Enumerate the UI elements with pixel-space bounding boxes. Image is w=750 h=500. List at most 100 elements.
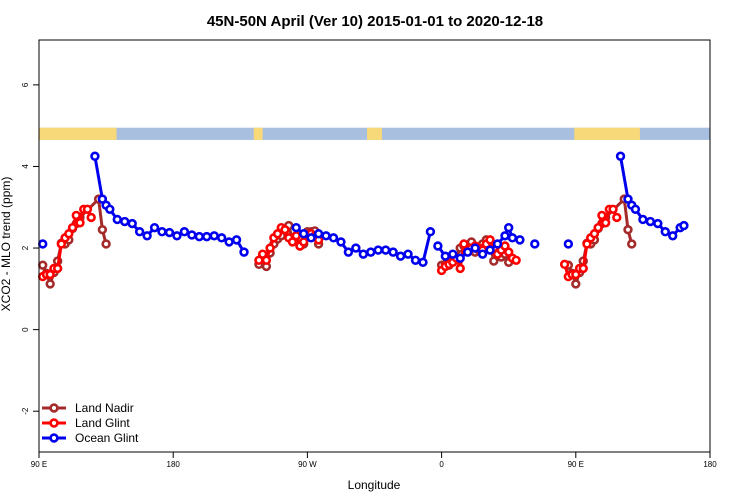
ocean-glint-point (418, 257, 428, 268)
land-glint-point (455, 263, 465, 274)
land-nadir-point (97, 224, 108, 235)
ocean-glint-point (306, 233, 316, 243)
land-glint-point (485, 235, 495, 245)
land-glint-point (291, 231, 301, 241)
legend-ocean-glint-label: Ocean Glint (75, 431, 139, 445)
land-glint-point (597, 210, 607, 221)
land-nadir-point (45, 279, 55, 289)
x-tick-label: 0 (439, 460, 444, 469)
ocean-glint-point (645, 216, 656, 227)
ocean-glint-point (388, 247, 398, 257)
ocean-glint-point (179, 227, 190, 237)
ocean-glint-point (358, 249, 369, 259)
x-tick-label: 180 (167, 460, 181, 469)
ocean-glint-point (112, 214, 122, 225)
ocean-glint-point (507, 233, 518, 243)
x-tick-label: 180 (703, 460, 717, 469)
land-nadir-point (101, 239, 111, 249)
ocean-glint-point (231, 235, 242, 245)
ocean-glint-point (142, 231, 152, 241)
land-glint-point (600, 218, 611, 228)
ocean-glint-point (515, 235, 525, 245)
legend-land-glint-label: Land Glint (75, 416, 130, 430)
land-glint-point (71, 210, 81, 221)
ocean-glint-point (477, 249, 488, 259)
land-glint-point (82, 204, 93, 214)
ocean-glint-point (440, 251, 451, 261)
ocean-glint-point (563, 239, 574, 249)
y-tick-label: 4 (21, 164, 30, 169)
land-glint-point (511, 255, 521, 265)
ocean-glint-point (679, 220, 689, 231)
y-tick-label: 0 (21, 327, 30, 332)
ocean-glint-point (343, 247, 354, 257)
ocean-glint-point (410, 255, 421, 265)
ocean-glint-point (105, 204, 115, 214)
land-band-segment (39, 127, 117, 140)
land-glint-point (608, 204, 618, 214)
ocean-glint-point (351, 243, 361, 253)
ocean-glint-point (127, 218, 137, 229)
ocean-glint-point (313, 229, 324, 239)
land-glint-point (52, 263, 63, 274)
land-glint-point (75, 218, 85, 228)
ocean-glint-point (366, 247, 376, 257)
ocean-glint-point (239, 247, 249, 257)
land-nadir-point (623, 224, 633, 235)
land-glint-point (578, 263, 588, 274)
ocean-glint-point (134, 227, 145, 237)
ocean-glint-point (630, 204, 641, 214)
land-band-segment (574, 127, 640, 140)
ocean-glint-point (291, 222, 301, 233)
ocean-glint-point (425, 227, 436, 237)
ocean-glint-point (187, 230, 197, 240)
series-layer (38, 151, 689, 289)
x-axis-label: Longitude (348, 478, 401, 492)
ocean-glint-point (615, 151, 626, 161)
ocean-glint-point (500, 231, 510, 241)
ocean-glint-point (321, 231, 331, 241)
ocean-glint-point (455, 253, 465, 263)
land-nadir-point (38, 260, 48, 270)
x-tick-label: 90 E (31, 460, 47, 469)
legend-land-nadir-label: Land Nadir (75, 401, 134, 415)
ocean-glint-point (164, 227, 175, 238)
legend-land-nadir-marker (49, 403, 59, 413)
y-tick-label: 2 (21, 245, 30, 250)
ocean-glint-point (224, 237, 234, 247)
land-glint-point (67, 222, 78, 233)
land-nadir-point (571, 279, 581, 289)
y-tick-label: 6 (21, 82, 30, 87)
ocean-glint-point (380, 245, 391, 255)
ocean-glint-point (668, 231, 678, 241)
ocean-glint-point (492, 239, 503, 249)
axes: 90 E 180 90 W 0 90 E 180 -2 0 2 4 6 (21, 82, 717, 469)
land-glint-point (265, 243, 275, 253)
legend-land-glint-marker (49, 418, 59, 428)
ocean-glint-point (433, 241, 443, 251)
land-nadir-point (627, 239, 637, 249)
land-glint-point (86, 212, 96, 223)
ocean-glint-point (149, 222, 160, 233)
ocean-glint-point (504, 222, 514, 233)
x-tick-label: 90 E (568, 460, 584, 469)
ocean-glint-point (448, 249, 458, 259)
chart-title: 45N-50N April (Ver 10) 2015-01-01 to 202… (207, 13, 543, 30)
ocean-glint-point (462, 247, 473, 257)
ocean-glint-point (653, 218, 663, 229)
ocean-glint-point (38, 239, 48, 249)
ocean-glint-point (470, 243, 480, 253)
x-tick-label: 90 W (298, 460, 317, 469)
land-glint-point (593, 222, 603, 233)
ocean-glint-point (157, 227, 167, 237)
land-ocean-band (39, 127, 710, 140)
land-glint-point (559, 259, 570, 270)
legend-ocean-glint-marker (49, 433, 59, 443)
ocean-glint-point (638, 214, 648, 225)
ocean-glint-point (530, 239, 540, 249)
ocean-glint-point (90, 151, 100, 161)
land-band-segment (367, 127, 382, 140)
ocean-glint-point (336, 237, 346, 247)
